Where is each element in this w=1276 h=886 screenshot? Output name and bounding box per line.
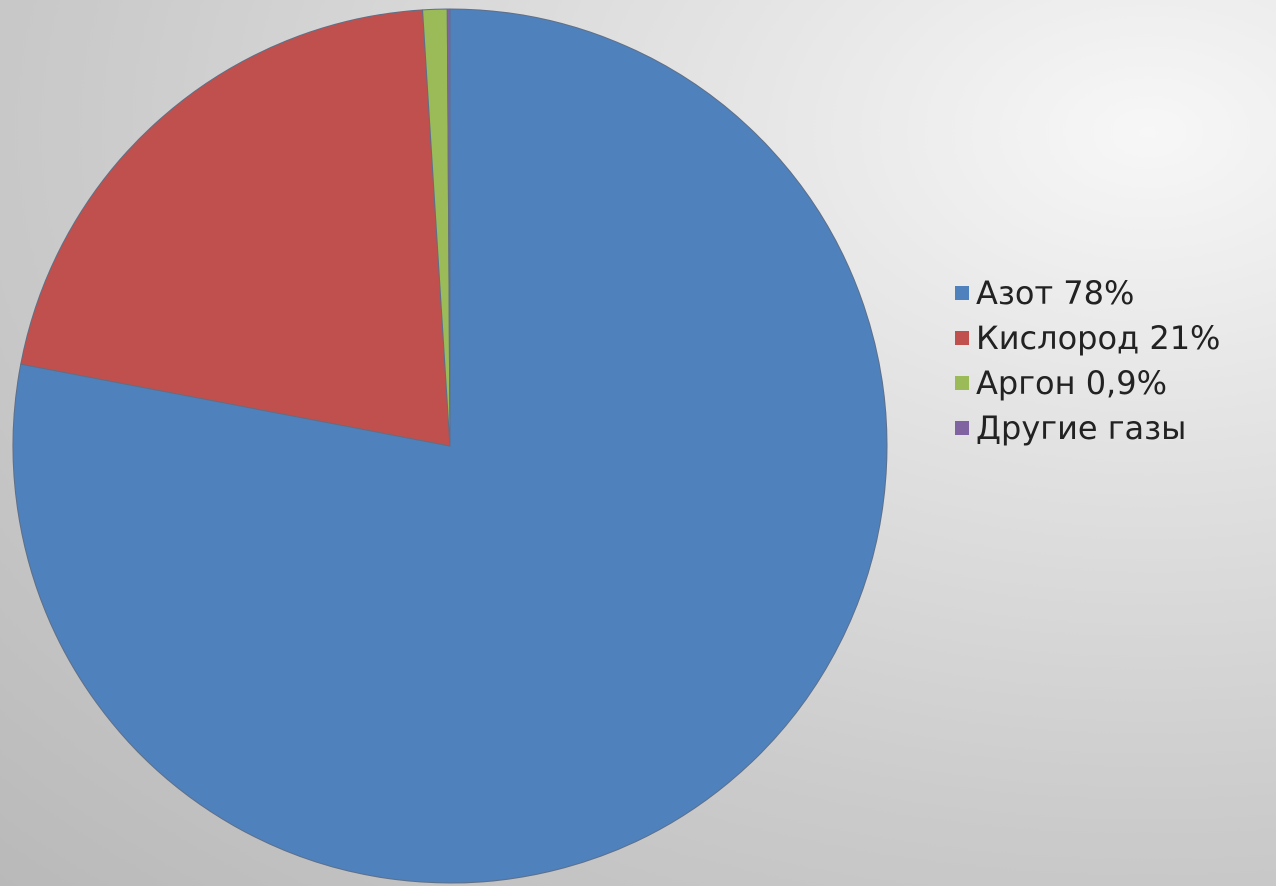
legend-swatch-other-gases bbox=[955, 420, 969, 435]
legend-label-nitrogen: Азот 78% bbox=[976, 273, 1135, 312]
legend-item-other-gases: Другие газы bbox=[955, 405, 1275, 450]
legend-swatch-oxygen bbox=[955, 330, 969, 345]
legend-label-oxygen: Кислород 21% bbox=[976, 318, 1221, 357]
legend-item-nitrogen: Азот 78% bbox=[955, 270, 1275, 315]
pie-plot bbox=[12, 8, 888, 884]
pie-slice-other-gases bbox=[446, 8, 451, 447]
legend-swatch-argon bbox=[955, 375, 969, 390]
legend-label-other-gases: Другие газы bbox=[976, 408, 1187, 447]
legend-item-argon: Аргон 0,9% bbox=[955, 360, 1275, 405]
legend-label-argon: Аргон 0,9% bbox=[976, 363, 1167, 402]
legend-item-oxygen: Кислород 21% bbox=[955, 315, 1275, 360]
pie-slices bbox=[12, 8, 888, 884]
legend: Азот 78% Кислород 21% Аргон 0,9% Другие … bbox=[955, 270, 1275, 450]
legend-swatch-nitrogen bbox=[955, 285, 969, 300]
pie-slice-nitrogen bbox=[12, 8, 888, 884]
pie-slice-oxygen bbox=[20, 9, 451, 447]
